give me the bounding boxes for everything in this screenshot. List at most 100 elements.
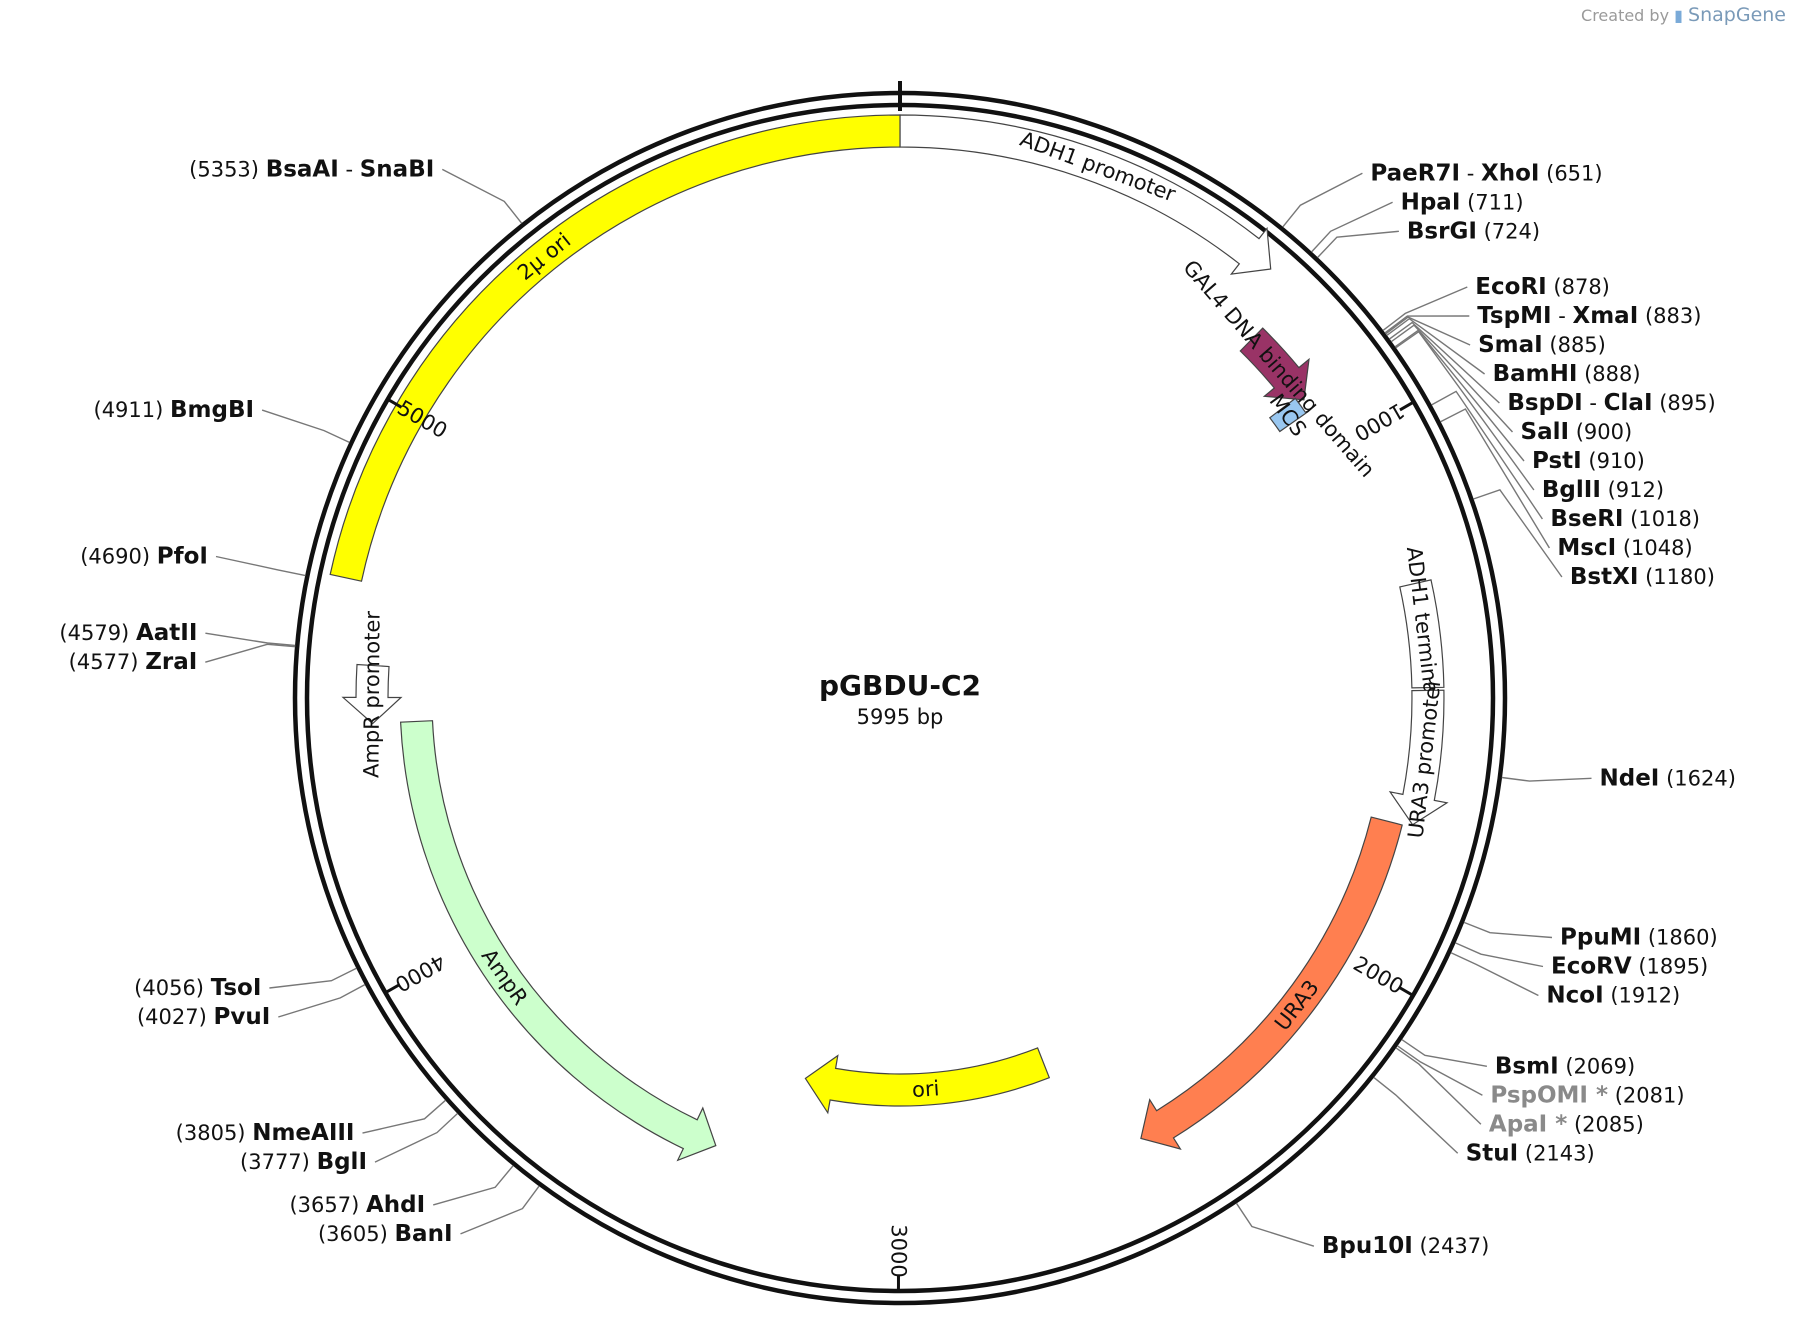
tick-1000 <box>1399 401 1413 412</box>
site-leader-line <box>374 1112 458 1163</box>
ura3-arrow[interactable] <box>1140 816 1403 1150</box>
site-label: (4577) ZraI <box>69 649 198 675</box>
mcs-arrow[interactable] <box>1268 397 1307 433</box>
site-ppumi[interactable]: PpuMI (1860) <box>1463 921 1718 951</box>
site-msci[interactable]: MscI (1048) <box>1440 408 1693 561</box>
site-leader-line <box>1440 408 1550 549</box>
site-label: TspMI - XmaI (883) <box>1477 303 1701 329</box>
site-leader-line <box>1384 315 1470 334</box>
site-bsrgi[interactable]: BsrGI (724) <box>1317 218 1540 258</box>
site-hpai[interactable]: HpaI (711) <box>1311 189 1524 253</box>
site-leader-line <box>269 967 357 989</box>
site-leader-line <box>1390 324 1514 433</box>
feature-ampr[interactable]: AmpR <box>399 720 717 1162</box>
site-bgli[interactable]: (3777) BglI <box>240 1112 458 1176</box>
site-pfoi[interactable]: (4690) PfoI <box>80 544 306 577</box>
site-label: (3805) NmeAIII <box>176 1120 355 1146</box>
site-bseri[interactable]: BseRI (1018) <box>1431 390 1700 532</box>
site-psti[interactable]: PstI (910) <box>1394 329 1645 474</box>
site-label: PspOMI * (2081) <box>1490 1082 1684 1108</box>
site-tsoi[interactable]: (4056) TsoI <box>134 967 357 1001</box>
site-label: HpaI (711) <box>1401 189 1524 215</box>
site-leader-line <box>362 1099 446 1134</box>
credit-brand: SnapGene <box>1688 4 1786 26</box>
ampr-promoter-arrow[interactable] <box>341 663 403 725</box>
ori-label: ori <box>911 1076 940 1102</box>
tick-label-1000: 1000 <box>1350 398 1408 445</box>
snapgene-logo-icon: ▮ <box>1674 6 1683 25</box>
site-leader-line <box>1463 921 1553 939</box>
site-tspmi[interactable]: TspMI - XmaI (883) <box>1384 303 1702 334</box>
site-leader-line <box>441 168 523 224</box>
ampr-arrow[interactable] <box>399 720 717 1162</box>
site-leader-line <box>1235 1202 1315 1247</box>
site-bglii[interactable]: BglII (912) <box>1395 330 1664 503</box>
ori-arrow[interactable] <box>804 1047 1051 1115</box>
tick-5000 <box>388 398 403 409</box>
feature-mcs[interactable]: MCS <box>1265 389 1312 440</box>
feature-ori2mu[interactable]: 2µ ori <box>329 114 901 582</box>
site-label: EcoRI (878) <box>1475 274 1610 300</box>
feature-ura3[interactable]: URA3 <box>1140 816 1403 1150</box>
site-leader-line <box>1396 1045 1483 1096</box>
site-label: (4579) AatII <box>59 620 197 646</box>
adh1-terminator-arrow[interactable] <box>1399 579 1445 689</box>
site-leader-line <box>1394 329 1525 462</box>
site-apai[interactable]: ApaI * (2085) <box>1395 1047 1644 1137</box>
site-leader-line <box>205 643 296 663</box>
site-bamhi[interactable]: BamHI (888) <box>1386 317 1641 387</box>
credit-prefix: Created by <box>1581 6 1670 25</box>
site-bstxi[interactable]: BstXI (1180) <box>1473 488 1715 590</box>
site-label: PaeR7I - XhoI (651) <box>1370 160 1602 186</box>
site-ncoi[interactable]: NcoI (1912) <box>1450 952 1680 1009</box>
site-bpu10i[interactable]: Bpu10I (2437) <box>1235 1202 1489 1259</box>
site-bani[interactable]: (3605) BanI <box>318 1185 540 1247</box>
tick-label-3000: 3000 <box>887 1224 911 1278</box>
site-leader-line <box>1501 776 1592 782</box>
site-label: StuI (2143) <box>1466 1140 1595 1166</box>
site-ahdi[interactable]: (3657) AhdI <box>289 1165 514 1218</box>
site-pspomi[interactable]: PspOMI * (2081) <box>1396 1045 1685 1109</box>
site-label: BstXI (1180) <box>1570 564 1715 590</box>
site-ecori[interactable]: EcoRI (878) <box>1382 274 1610 331</box>
site-smai[interactable]: SmaI (885) <box>1385 316 1606 358</box>
site-aatii[interactable]: (4579) AatII <box>59 620 296 646</box>
site-paer7i[interactable]: PaeR7I - XhoI (651) <box>1282 160 1603 228</box>
site-leader-line <box>1385 316 1471 346</box>
site-bmgbi[interactable]: (4911) BmgBI <box>94 397 350 444</box>
site-bspdi[interactable]: BspDI - ClaI (895) <box>1389 321 1716 417</box>
feature-ura3-promoter[interactable]: URA3 promoter <box>1388 676 1449 839</box>
site-leader-line <box>1473 488 1563 578</box>
site-label: BsmI (2069) <box>1495 1053 1635 1079</box>
site-label: Bpu10I (2437) <box>1322 1233 1489 1259</box>
site-leader-line <box>433 1165 514 1206</box>
site-label: SmaI (885) <box>1478 332 1606 358</box>
adh1-promoter-arrow[interactable] <box>899 114 1272 275</box>
site-leader-line <box>1401 1039 1488 1067</box>
ori2mu-arrow[interactable] <box>329 114 901 582</box>
plasmid-name: pGBDU-C2 <box>819 669 981 702</box>
site-ecorv[interactable]: EcoRV (1895) <box>1455 942 1708 980</box>
site-leader-line <box>1389 321 1500 404</box>
site-bsaai[interactable]: (5353) BsaAI - SnaBI <box>189 156 523 224</box>
site-bsmi[interactable]: BsmI (2069) <box>1401 1039 1635 1080</box>
feature-ampr-promoter[interactable]: AmpR promoter <box>341 611 403 778</box>
feature-ori[interactable]: ori <box>804 1047 1051 1115</box>
site-zrai[interactable]: (4577) ZraI <box>69 643 296 675</box>
site-ndei[interactable]: NdeI (1624) <box>1501 765 1736 791</box>
site-label: (4056) TsoI <box>134 975 261 1001</box>
site-stui[interactable]: StuI (2143) <box>1373 1076 1595 1166</box>
site-leader-line <box>215 555 306 577</box>
site-label: BseRI (1018) <box>1550 506 1700 532</box>
ura3-promoter-arrow[interactable] <box>1388 689 1449 826</box>
site-label: (4690) PfoI <box>80 544 208 570</box>
site-nmeaiii[interactable]: (3805) NmeAIII <box>176 1099 446 1146</box>
plasmid-length: 5995 bp <box>857 705 944 729</box>
site-label: (4027) PvuI <box>137 1004 270 1030</box>
site-leader-line <box>278 983 366 1018</box>
gal4-arrow[interactable] <box>1239 327 1310 401</box>
site-pvui[interactable]: (4027) PvuI <box>137 983 366 1030</box>
site-leader-line <box>1395 1047 1482 1125</box>
site-leader-line <box>1282 172 1363 228</box>
site-sali[interactable]: SalI (900) <box>1390 324 1632 445</box>
